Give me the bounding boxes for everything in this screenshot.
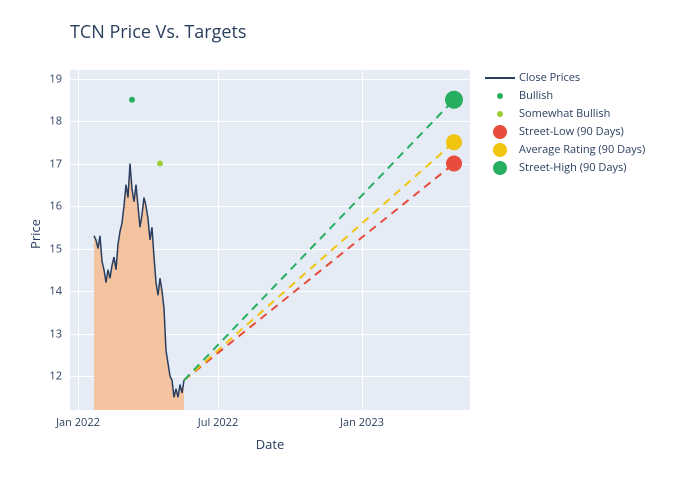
legend-close-swatch: [485, 71, 515, 85]
legend-target-high-label: Street-High (90 Days): [519, 160, 627, 175]
legend-target-high[interactable]: Street-High (90 Days): [485, 160, 645, 175]
legend-bullish[interactable]: Bullish: [485, 88, 645, 103]
x-tick-label: Jul 2022: [198, 415, 239, 430]
legend-somewhat-bullish-swatch: [485, 107, 515, 121]
legend-target-low-swatch: [485, 125, 515, 139]
chart-title: TCN Price Vs. Targets: [70, 20, 246, 44]
target-marker-low: [446, 156, 462, 172]
plot-area: Price Date 1213141516171819Jan 2022Jul 2…: [70, 70, 470, 440]
legend-target-low[interactable]: Street-Low (90 Days): [485, 124, 645, 139]
y-tick-label: 15: [49, 241, 62, 256]
legend-target-avg-swatch: [485, 143, 515, 157]
target-line-avg: [184, 142, 454, 380]
y-tick-label: 14: [49, 284, 62, 299]
legend-somewhat-bullish[interactable]: Somewhat Bullish: [485, 106, 645, 121]
bullish-dot: [129, 97, 135, 103]
target-marker-high: [445, 91, 463, 109]
y-axis-label: Price: [26, 219, 44, 249]
y-tick-label: 16: [49, 199, 62, 214]
legend[interactable]: Close Prices Bullish Somewhat Bullish Stree…: [485, 70, 645, 178]
legend-close[interactable]: Close Prices: [485, 70, 645, 85]
legend-bullish-label: Bullish: [519, 88, 553, 103]
target-line-high: [184, 100, 454, 381]
somewhat-bullish-dot: [157, 161, 163, 167]
legend-target-high-swatch: [485, 161, 515, 175]
x-tick-label: Jan 2023: [340, 415, 384, 430]
y-tick-label: 12: [49, 369, 62, 384]
y-tick-label: 17: [49, 156, 62, 171]
close-prices-area: [94, 164, 184, 411]
target-line-low: [184, 164, 454, 381]
y-tick-label: 18: [49, 114, 62, 129]
legend-target-avg-label: Average Rating (90 Days): [519, 142, 645, 157]
legend-target-low-label: Street-Low (90 Days): [519, 124, 624, 139]
legend-target-avg[interactable]: Average Rating (90 Days): [485, 142, 645, 157]
legend-close-label: Close Prices: [519, 70, 580, 85]
target-marker-avg: [446, 134, 462, 150]
x-tick-label: Jan 2022: [56, 415, 100, 430]
y-tick-label: 19: [49, 71, 62, 86]
legend-somewhat-bullish-label: Somewhat Bullish: [519, 106, 610, 121]
x-axis-label: Date: [256, 435, 285, 453]
y-tick-label: 13: [49, 326, 62, 341]
legend-bullish-swatch: [485, 89, 515, 103]
chart-svg: [70, 70, 470, 410]
